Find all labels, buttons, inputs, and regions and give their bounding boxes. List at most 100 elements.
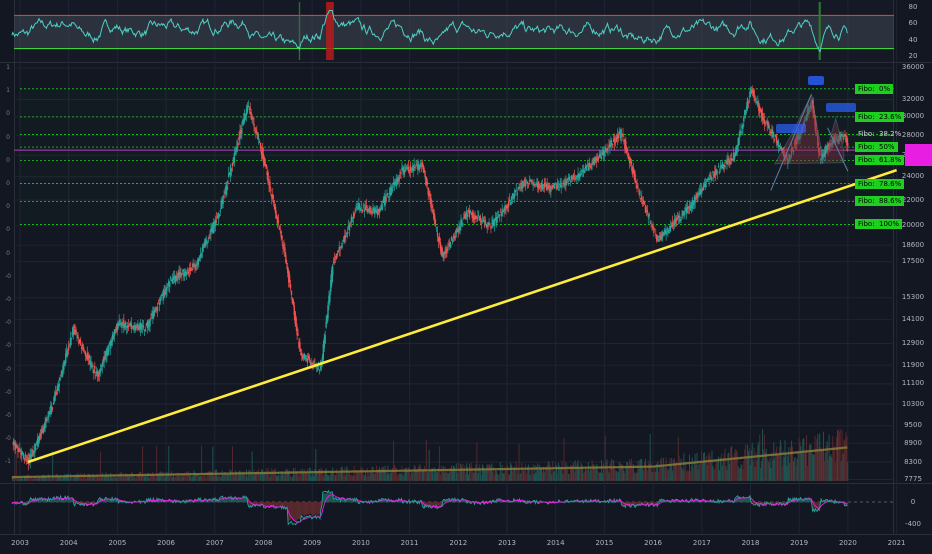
macd-histogram-bar [239, 499, 240, 502]
volume-bar [223, 474, 224, 481]
volume-bar [692, 458, 693, 481]
volume-bar [235, 470, 236, 481]
volume-bar [61, 477, 62, 481]
candle-body [307, 358, 308, 362]
candle-body [712, 171, 713, 172]
volume-bar [283, 474, 284, 481]
volume-bar [217, 477, 218, 481]
volume-bar [362, 467, 363, 481]
macd-histogram-bar [304, 502, 305, 516]
macd-tick-label: -400 [894, 520, 932, 529]
macd-histogram-bar [232, 500, 233, 502]
volume-bar [763, 449, 764, 481]
candle-body [177, 276, 178, 281]
volume-bar [169, 476, 170, 481]
volume-bar [614, 467, 615, 481]
volume-bar [777, 454, 778, 481]
volume-bar [824, 461, 825, 481]
volume-bar [814, 455, 815, 481]
candle-body [708, 179, 709, 180]
volume-bar [79, 477, 80, 481]
macd-histogram-bar [227, 499, 228, 502]
volume-bar [786, 466, 787, 481]
candle-body [755, 98, 756, 100]
macd-histogram-bar [637, 502, 638, 504]
macd-histogram-bar [319, 502, 320, 515]
volume-bar [736, 450, 737, 481]
macd-histogram-bar [249, 502, 250, 506]
volume-bar [372, 467, 373, 481]
macd-histogram-bar [351, 500, 352, 502]
candle-body [166, 287, 167, 291]
volume-bar [785, 440, 786, 481]
volume-bar [293, 468, 294, 481]
volume-bar [163, 472, 164, 481]
volume-bar [448, 473, 449, 481]
volume-bar [480, 471, 481, 481]
volume-bar [685, 463, 686, 481]
volume-bar [496, 471, 497, 481]
volume-bar [418, 466, 419, 481]
volume-bar [370, 472, 371, 481]
volume-bar [726, 470, 727, 481]
volume-bar [101, 477, 102, 481]
fibonacci-level-label: Fibo: 61.8% [855, 155, 904, 165]
volume-bar [388, 473, 389, 481]
candle-body [619, 131, 620, 133]
candle-body [297, 334, 298, 336]
macd-histogram-bar [289, 502, 290, 520]
volume-bar [655, 472, 656, 481]
candle-body [649, 222, 650, 223]
volume-bar [592, 460, 593, 481]
volume-bar [313, 474, 314, 481]
volume-bar [553, 472, 554, 481]
candle-body [161, 297, 162, 298]
candle-body [275, 207, 276, 214]
volume-bar [247, 476, 248, 481]
volume-bar [218, 474, 219, 481]
volume-bar [458, 463, 459, 481]
volume-bar [761, 461, 762, 481]
price-tick-label: 18600 [894, 241, 932, 250]
macd-histogram-bar [309, 502, 310, 514]
candle-body [208, 236, 209, 238]
candle-body [409, 171, 410, 173]
macd-histogram-bar [346, 501, 347, 503]
macd-histogram-bar [277, 502, 278, 506]
volume-bar [587, 469, 588, 481]
volume-bar [383, 467, 384, 481]
volume-bar [437, 472, 438, 481]
volume-bar [840, 429, 841, 481]
volume-bar [652, 468, 653, 481]
volume-bar [497, 474, 498, 481]
candle-body [748, 101, 749, 102]
volume-bar [817, 434, 818, 481]
volume-bar [390, 472, 391, 481]
volume-bar [376, 466, 377, 481]
volume-bar [136, 478, 137, 481]
left-axis-label: -0 [2, 296, 14, 304]
volume-bar [825, 452, 826, 481]
candle-body [385, 197, 386, 202]
candle-body [509, 200, 510, 201]
volume-bar [149, 478, 150, 481]
macd-histogram-bar [328, 493, 329, 503]
candle-body [844, 134, 845, 136]
volume-bar [750, 465, 751, 481]
candle-body [594, 157, 595, 163]
macd-histogram-bar [349, 500, 350, 503]
candle-body [450, 244, 451, 248]
volume-bar [274, 470, 275, 481]
candle-body [332, 266, 333, 276]
volume-bar [246, 470, 247, 481]
volume-bar [620, 463, 621, 481]
candle-body [842, 138, 843, 139]
macd-histogram-bar [457, 500, 458, 502]
candle-body [236, 151, 237, 152]
candle-body [501, 209, 502, 216]
volume-bar [844, 439, 845, 481]
macd-histogram-bar [271, 502, 272, 505]
volume-bar [342, 466, 343, 481]
volume-bar [800, 442, 801, 481]
